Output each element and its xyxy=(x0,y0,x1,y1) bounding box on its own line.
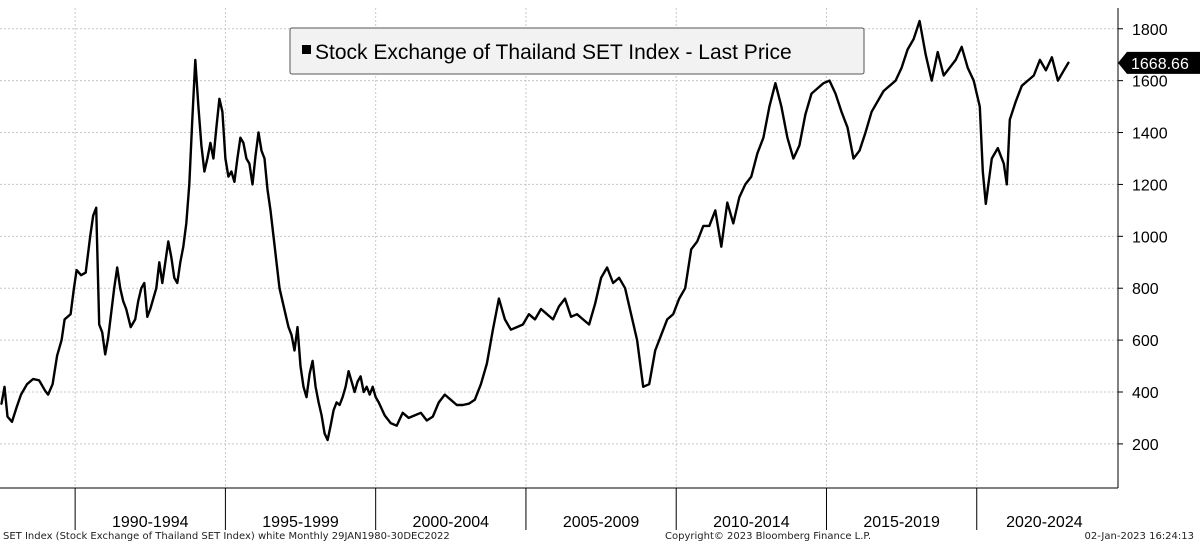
legend-entry: Stock Exchange of Thailand SET Index - L… xyxy=(315,41,792,64)
legend: Stock Exchange of Thailand SET Index - L… xyxy=(289,27,865,75)
vertical-gridlines xyxy=(74,8,978,488)
y-tick-label-1000: 1000 xyxy=(1132,229,1168,246)
axes xyxy=(0,8,1123,530)
series-line-0 xyxy=(0,19,1070,442)
period-label-2000-2004: 2000-2004 xyxy=(413,514,490,531)
y-tick-label-1800: 1800 xyxy=(1132,22,1168,39)
legend-swatch xyxy=(302,45,311,54)
y-tick-label-1600: 1600 xyxy=(1132,74,1168,91)
legend-box xyxy=(289,27,865,75)
horizontal-gridlines xyxy=(0,28,1118,445)
series-layer xyxy=(0,19,1070,442)
period-label-2015-2019: 2015-2019 xyxy=(863,514,940,531)
y-tick-label-800: 800 xyxy=(1132,281,1159,298)
y-tick-label-1400: 1400 xyxy=(1132,126,1168,143)
y-tick-label-1200: 1200 xyxy=(1132,177,1168,194)
y-tick-label-400: 400 xyxy=(1132,385,1159,402)
period-label-1995-1999: 1995-1999 xyxy=(262,514,339,531)
y-tick-label-200: 200 xyxy=(1132,437,1159,454)
period-label-2020-2024: 2020-2024 xyxy=(1006,514,1083,531)
footer-copyright: Copyright© 2023 Bloomberg Finance L.P. xyxy=(665,531,872,542)
y-tick-label-600: 600 xyxy=(1132,333,1159,350)
period-label-2005-2009: 2005-2009 xyxy=(563,514,640,531)
x-axis-period-labels: 1990-1994 1995-1999 2000-2004 2005-2009 2010… xyxy=(112,514,1083,531)
period-label-2010-2014: 2010-2014 xyxy=(713,514,790,531)
footer-timestamp: 02-Jan-2023 16:24:13 xyxy=(1084,531,1194,542)
y-axis-tick-labels: 200 400 600 800 1000 1200 1400 1600 1800 xyxy=(1132,22,1168,454)
period-label-1990-1994: 1990-1994 xyxy=(112,514,189,531)
last-value-label: 1668.66 xyxy=(1131,56,1189,73)
last-value-tag-bg xyxy=(1118,51,1200,74)
last-value-tag: 1668.66 xyxy=(1118,51,1200,74)
footer-series-info: SET Index (Stock Exchange of Thailand SE… xyxy=(3,531,450,542)
